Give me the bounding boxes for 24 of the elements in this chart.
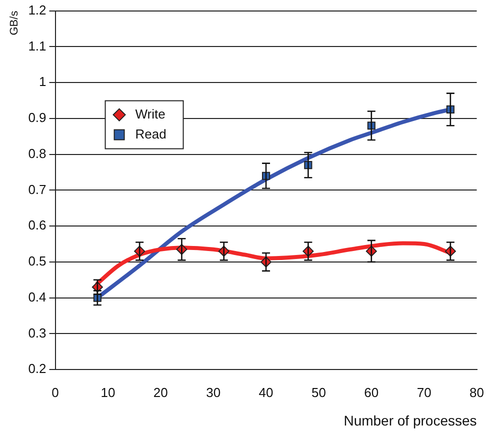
y-tick-label: 0.9 [28, 110, 46, 126]
x-tick-label: 0 [52, 384, 59, 400]
y-tick-label: 0.8 [28, 146, 46, 161]
x-tick-label: 20 [153, 384, 168, 400]
y-tick-label: 0.3 [28, 325, 46, 340]
y-tick-label: 0.7 [28, 182, 46, 197]
y-tick-label: 0.5 [28, 254, 46, 269]
y-tick-label: 1.2 [28, 2, 46, 18]
x-tick-label: 10 [100, 384, 116, 400]
y-tick-label: 0.6 [28, 218, 46, 233]
x-tick-label: 80 [470, 384, 484, 400]
legend-label: Read [135, 126, 166, 142]
y-tick-label: 0.2 [28, 361, 46, 376]
y-tick-label: 1.1 [28, 38, 46, 54]
x-tick-label: 40 [258, 384, 274, 400]
x-tick-label: 30 [206, 384, 221, 400]
x-tick-label: 60 [364, 384, 379, 400]
x-tick-label: 70 [416, 384, 432, 400]
x-tick-label: 50 [311, 384, 326, 400]
y-tick-label: 1 [39, 74, 46, 90]
y-axis-title: GB/s [8, 10, 21, 36]
legend-label: Write [135, 106, 166, 122]
y-tick-label: 0.4 [28, 289, 46, 304]
x-axis-title: Number of processes [344, 412, 477, 428]
